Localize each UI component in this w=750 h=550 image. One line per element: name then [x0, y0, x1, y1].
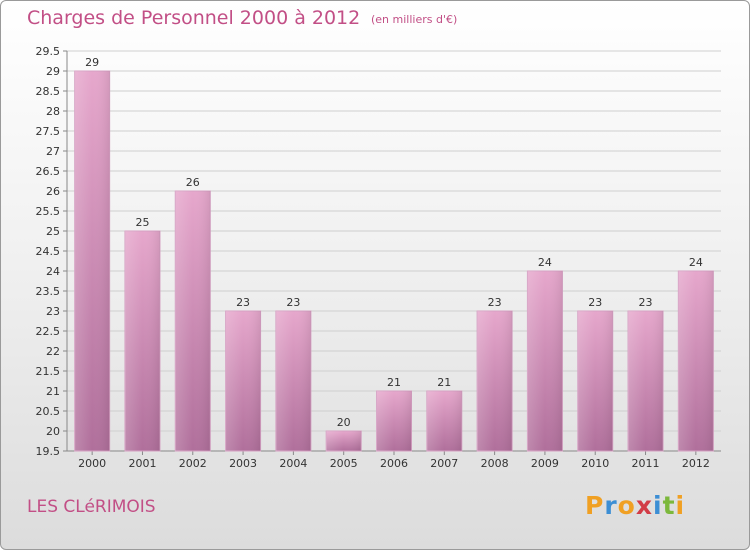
- y-tick-label: 21: [46, 385, 60, 398]
- value-label-2004: 23: [286, 296, 300, 309]
- value-label-2001: 25: [135, 216, 149, 229]
- y-tick-label: 23.5: [36, 285, 61, 298]
- y-tick-label: 26: [46, 185, 60, 198]
- value-label-2000: 29: [85, 56, 99, 69]
- y-tick-label: 22: [46, 345, 60, 358]
- bar-shade-2001: [124, 231, 160, 451]
- value-label-2010: 23: [588, 296, 602, 309]
- bar-shade-2000: [74, 71, 110, 451]
- bar-shade-2011: [628, 311, 664, 451]
- x-tick-label-2009: 2009: [531, 457, 559, 470]
- value-label-2009: 24: [538, 256, 552, 269]
- y-tick-label: 29.5: [36, 45, 61, 58]
- bar-shade-2005: [326, 431, 362, 451]
- x-tick-label-2007: 2007: [430, 457, 458, 470]
- commune-name: LES CLéRIMOIS: [27, 497, 156, 517]
- y-tick-label: 24.5: [36, 245, 61, 258]
- x-tick-label-2006: 2006: [380, 457, 408, 470]
- bar-shade-2002: [175, 191, 211, 451]
- x-tick-label-2011: 2011: [632, 457, 660, 470]
- x-tick-label-2000: 2000: [78, 457, 106, 470]
- logo-letter: x: [635, 491, 653, 520]
- labels: 19.5 20 20.5 21 21.5 22 22.5 23 23.5 24 24.5 25 25.5…: [36, 45, 710, 470]
- y-tick-label: 25: [46, 225, 60, 238]
- value-label-2002: 26: [186, 176, 200, 189]
- x-tick-label-2010: 2010: [581, 457, 609, 470]
- bar-shade-2008: [477, 311, 513, 451]
- bars: [74, 70, 714, 452]
- bar-shade-2007: [426, 391, 462, 451]
- value-label-2011: 23: [639, 296, 653, 309]
- bar-shade-2010: [577, 311, 613, 451]
- y-tick-label: 28.5: [36, 85, 61, 98]
- y-tick-label: 29: [46, 65, 60, 78]
- y-tick-label: 25.5: [36, 205, 61, 218]
- x-tick-label-2008: 2008: [481, 457, 509, 470]
- y-tick-label: 26.5: [36, 165, 61, 178]
- logo-letter: r: [604, 491, 618, 520]
- x-tick-label-2004: 2004: [279, 457, 307, 470]
- value-label-2003: 23: [236, 296, 250, 309]
- chart-title: Charges de Personnel 2000 à 2012: [27, 7, 361, 29]
- bar-shade-2004: [275, 311, 311, 451]
- x-tick-label-2001: 2001: [128, 457, 156, 470]
- value-label-2005: 20: [337, 416, 351, 429]
- value-label-2008: 23: [488, 296, 502, 309]
- chart-unit-label: (en milliers d'€): [371, 13, 458, 26]
- y-tick-label: 23: [46, 305, 60, 318]
- proxiti-logo: Proxiti: [585, 491, 685, 520]
- value-label-2007: 21: [437, 376, 451, 389]
- y-tick-label: 22.5: [36, 325, 61, 338]
- y-tick-label: 28: [46, 105, 60, 118]
- x-tick-label-2002: 2002: [179, 457, 207, 470]
- y-tick-label: 20: [46, 425, 60, 438]
- x-tick-label-2005: 2005: [330, 457, 358, 470]
- y-tick-label: 24: [46, 265, 60, 278]
- y-tick-label: 20.5: [36, 405, 61, 418]
- y-tick-label: 19.5: [36, 445, 61, 458]
- logo-letter: P: [585, 491, 605, 520]
- y-tick-label: 27.5: [36, 125, 61, 138]
- bar-shade-2003: [225, 311, 261, 451]
- logo-letter: i: [653, 491, 663, 520]
- bar-shade-2012: [678, 271, 714, 451]
- y-tick-label: 27: [46, 145, 60, 158]
- bar-shade-2009: [527, 271, 563, 451]
- value-label-2006: 21: [387, 376, 401, 389]
- logo-letter: i: [675, 491, 686, 520]
- x-tick-label-2003: 2003: [229, 457, 257, 470]
- y-tick-label: 21.5: [36, 365, 61, 378]
- logo-letter: o: [617, 491, 636, 520]
- x-tick-label-2012: 2012: [682, 457, 710, 470]
- logo-letter: t: [662, 491, 676, 520]
- value-label-2012: 24: [689, 256, 703, 269]
- bar-shade-2006: [376, 391, 412, 451]
